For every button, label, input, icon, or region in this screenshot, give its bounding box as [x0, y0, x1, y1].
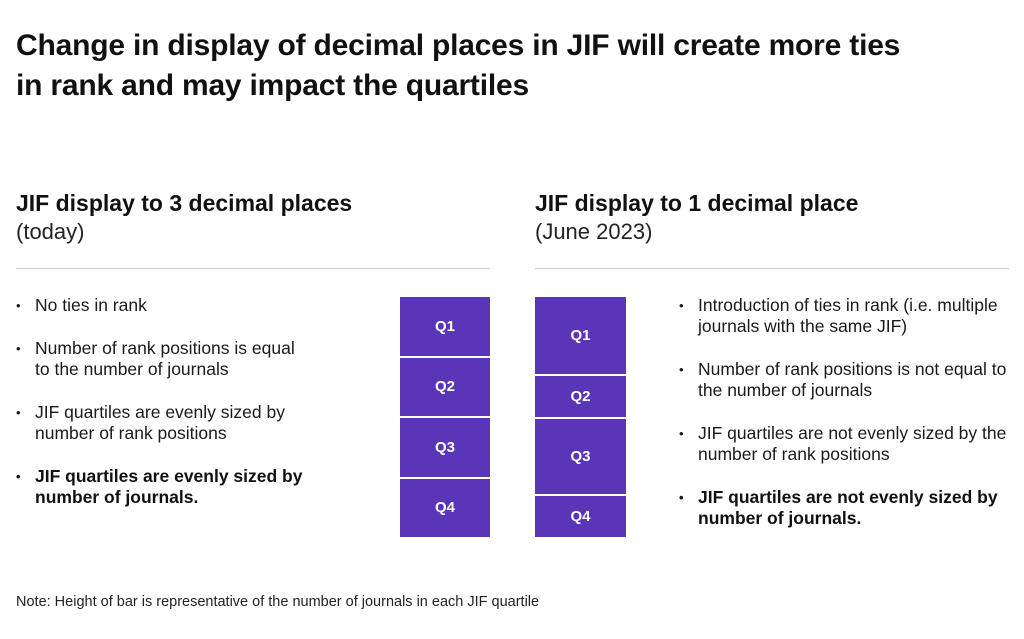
- left-bullet-1: No ties in rank: [16, 295, 306, 316]
- left-divider: [16, 268, 490, 269]
- right-heading: JIF display to 1 decimal place: [535, 190, 859, 216]
- bar-segment-q4: Q4: [400, 478, 490, 537]
- right-bullet-1: Introduction of ties in rank (i.e. multi…: [679, 295, 1009, 337]
- page-title: Change in display of decimal places in J…: [16, 29, 901, 102]
- bar-segment-q2: Q2: [535, 376, 626, 417]
- bar-segment-q2: Q2: [400, 357, 490, 416]
- bar-segment-q3: Q3: [535, 418, 626, 495]
- left-bullet-4: JIF quartiles are evenly sized by number…: [16, 466, 306, 508]
- right-bullet-3: JIF quartiles are not evenly sized by th…: [679, 423, 1009, 465]
- bar-segment-q4: Q4: [535, 496, 626, 537]
- right-subheading: (June 2023): [535, 219, 653, 244]
- bar-segment-q1: Q1: [400, 297, 490, 356]
- right-bullet-2: Number of rank positions is not equal to…: [679, 359, 1009, 401]
- right-divider: [535, 268, 1009, 269]
- left-subheading: (today): [16, 219, 85, 244]
- bar-3-decimal: Q1 Q2 Q3 Q4: [400, 297, 490, 537]
- left-bullet-3: JIF quartiles are evenly sized by number…: [16, 402, 306, 444]
- left-heading: JIF display to 3 decimal places: [16, 190, 353, 216]
- right-bullet-4: JIF quartiles are not evenly sized by nu…: [679, 487, 1009, 529]
- bar-segment-q3: Q3: [400, 418, 490, 477]
- bar-1-decimal: Q1 Q2 Q3 Q4: [535, 297, 626, 537]
- bar-segment-q1: Q1: [535, 297, 626, 375]
- left-bullet-list: No ties in rank Number of rank positions…: [16, 295, 306, 530]
- footnote: Note: Height of bar is representative of…: [16, 594, 540, 610]
- right-bullet-list: Introduction of ties in rank (i.e. multi…: [679, 295, 1009, 551]
- left-bullet-2: Number of rank positions is equal to the…: [16, 338, 306, 380]
